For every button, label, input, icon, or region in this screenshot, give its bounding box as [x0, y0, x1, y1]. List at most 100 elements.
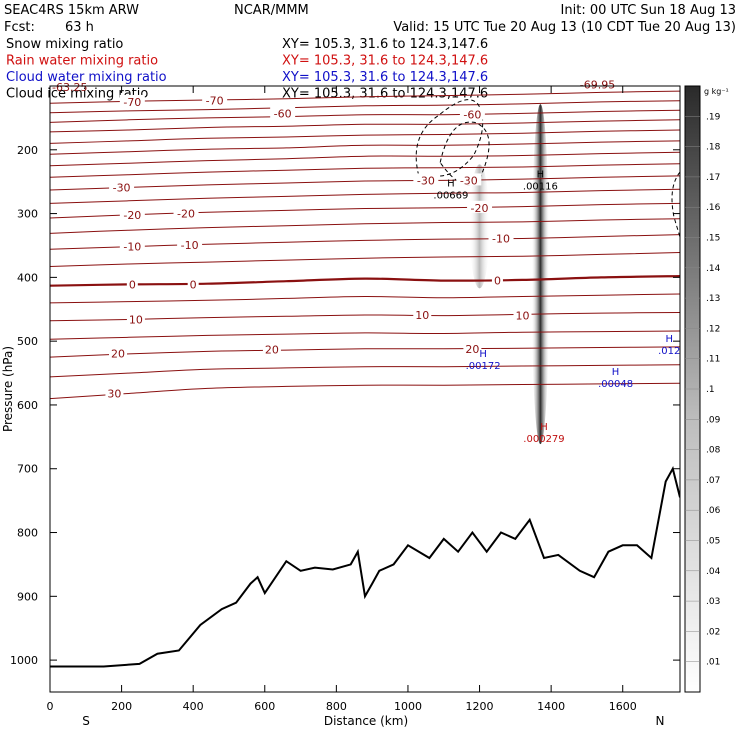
contour-label: 20: [465, 343, 479, 356]
ice-patch: [469, 164, 490, 289]
max-marker: H: [479, 349, 487, 360]
contour-label: 0: [494, 275, 501, 288]
colorbar-tick-label: .02: [706, 627, 720, 637]
contour-label: 0: [129, 278, 136, 291]
colorbar-tick-label: .01: [706, 658, 720, 668]
fcst-value: 63 h: [65, 20, 94, 35]
ice-contour: [439, 121, 490, 186]
contour-label-bg: [456, 173, 482, 186]
isotherm-contour: [50, 188, 680, 204]
contour-labels: -70 -70 -60 -60 -30 -30 -30 -20 -20 -20 -10 -10 -10 0…: [52, 79, 615, 401]
x-tick-label: 1600: [609, 700, 637, 713]
ice-contour: [415, 99, 484, 177]
contour-label-bg: [270, 106, 296, 119]
contour-label-bg: [126, 312, 145, 325]
y-tick-label: 700: [17, 463, 38, 476]
snow-column: [531, 104, 550, 445]
contour-label-bg: [413, 308, 432, 321]
contour-label: -20: [177, 208, 195, 221]
contour-label-bg: [109, 346, 128, 359]
contour-label-bg: [463, 341, 482, 354]
colorbar-tick-label: .14: [706, 264, 721, 274]
contour-label: 20: [265, 343, 279, 356]
x-tick-label: 0: [47, 700, 54, 713]
max-marker: H: [447, 178, 455, 189]
colorbar-tick-label: .15: [706, 234, 720, 244]
y-tick-label: 900: [17, 590, 38, 603]
isotherm-contour: [50, 151, 680, 167]
y-tick-label: 800: [17, 527, 38, 540]
contour-label: -10: [492, 232, 510, 245]
contour-label: 20: [111, 347, 125, 360]
field-name: Cloud ice mixing ratio: [6, 87, 148, 102]
contour-label-bg: [119, 207, 145, 220]
colorbar-tick-label: .09: [706, 415, 721, 425]
field-xy: XY= 105.3, 31.6 to 124.3,147.6: [282, 87, 488, 102]
x-tick-label: 400: [183, 700, 204, 713]
ice-contour: [671, 171, 680, 238]
max-value: .000279: [523, 434, 564, 445]
contour-label-bg: [126, 277, 138, 290]
contour-label-bg: [109, 180, 135, 193]
x-axis-label: Distance (km): [324, 714, 408, 728]
contour-label-bg: [119, 239, 145, 252]
y-tick-label: 200: [17, 144, 38, 157]
contour-label: 10: [129, 313, 143, 326]
contour-label-bg: [105, 386, 124, 399]
contour-label: -70: [123, 96, 141, 109]
x-tick-label: 1400: [537, 700, 565, 713]
contour-label-bg: [488, 231, 514, 244]
contour-label: 0: [190, 278, 197, 291]
field-xy: XY= 105.3, 31.6 to 124.3,147.6: [282, 70, 488, 85]
contour-label: 10: [415, 309, 429, 322]
model-title: SEAC4RS 15km ARW: [4, 3, 139, 18]
isotherm-contour: [50, 109, 680, 123]
isotherm-contour: [50, 163, 680, 178]
cloud-ice-contours: [415, 99, 680, 238]
max-marker: H: [665, 334, 673, 345]
north-label: N: [656, 714, 665, 728]
colorbar-tick-label: .06: [706, 506, 721, 516]
contour-label-bg: [119, 94, 145, 107]
contour-label-bg: [202, 93, 228, 106]
y-axis-label: Pressure (hPa): [1, 346, 15, 432]
y-tick-label: 600: [17, 399, 38, 412]
isotherm-contour: [50, 140, 680, 155]
field-name: Snow mixing ratio: [6, 37, 123, 52]
max-value: .012: [658, 346, 680, 357]
corner-label: -69.95: [580, 79, 615, 92]
contour-label: -30: [460, 174, 478, 187]
isotherm-contour: [50, 119, 680, 133]
max-marker: H: [612, 367, 620, 378]
south-label: S: [82, 714, 90, 728]
contour-label-bg: [491, 273, 503, 286]
isotherm-contour: [50, 234, 680, 250]
contour-label-bg: [413, 173, 439, 186]
contour-label: 30: [107, 387, 121, 400]
colorbar-tick-label: .04: [706, 567, 721, 577]
max-value: .00116: [523, 181, 558, 192]
contour-label: 10: [516, 310, 530, 323]
contour-label: -70: [206, 95, 224, 108]
colorbar-ticks: .01 .02 .03 .04 .05 .06 .07 .08 .09 .1 .11 .12 .13 .1…: [685, 112, 721, 668]
org-label: NCAR/MMM: [234, 3, 309, 18]
contour-label: -20: [123, 209, 141, 222]
isotherm-contour: [50, 175, 680, 191]
isotherm-contour: [50, 202, 680, 219]
field-xy: XY= 105.3, 31.6 to 124.3,147.6: [282, 54, 488, 69]
x-tick-label: 1000: [394, 700, 422, 713]
colorbar-unit: g kg⁻¹: [704, 87, 729, 96]
colorbar-tick-label: .13: [706, 294, 720, 304]
x-tick-label: 1200: [466, 700, 494, 713]
isotherm-contour: [50, 330, 680, 340]
colorbar-tick-label: .12: [706, 324, 720, 334]
colorbar-tick-label: .18: [706, 143, 721, 153]
contour-label-bg: [467, 200, 493, 213]
isotherm-contour: [50, 382, 680, 400]
contour-label: -20: [471, 202, 489, 215]
x-tick-label: 600: [254, 700, 275, 713]
max-value: .00669: [433, 190, 468, 201]
colorbar-tick-label: .07: [706, 476, 720, 486]
